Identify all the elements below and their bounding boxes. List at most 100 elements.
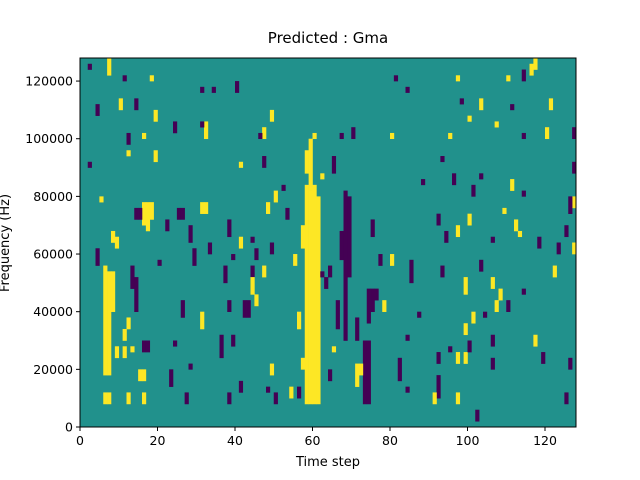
cell [490, 277, 495, 289]
cell [463, 323, 468, 336]
cell [421, 179, 426, 186]
cell [502, 207, 507, 214]
cell [297, 386, 302, 399]
cell [455, 352, 461, 364]
cell [440, 265, 445, 278]
cell [281, 184, 286, 191]
cell [273, 392, 278, 405]
cell [103, 265, 108, 376]
cell [506, 75, 511, 82]
cell [308, 190, 313, 405]
cell [467, 115, 472, 122]
cell [211, 86, 216, 93]
cell [149, 75, 154, 82]
cell [494, 121, 499, 128]
y-tick-label: 120000 [25, 74, 73, 89]
cell [405, 334, 410, 341]
cell [390, 254, 395, 266]
cell [149, 202, 154, 220]
cell [405, 86, 410, 93]
cell [111, 230, 116, 243]
cell [312, 184, 317, 405]
cell [180, 207, 185, 220]
cell [142, 392, 147, 405]
cell [269, 363, 275, 376]
cell [300, 225, 306, 249]
cell [316, 196, 321, 405]
cell [568, 357, 573, 370]
cell [173, 121, 178, 134]
cell [552, 265, 557, 278]
cell [506, 300, 511, 312]
cell [483, 311, 488, 318]
y-tick-label: 100000 [25, 131, 73, 146]
cell [436, 375, 441, 399]
cell [250, 265, 255, 278]
cell [200, 311, 205, 330]
cell [355, 363, 360, 387]
x-tick-label: 40 [227, 433, 243, 448]
cell [471, 311, 476, 324]
cell [347, 196, 352, 278]
cell [351, 127, 356, 140]
cell [324, 277, 329, 289]
cell [293, 254, 298, 266]
cell [134, 207, 139, 220]
cell [331, 156, 337, 174]
cell [397, 357, 402, 382]
cell [455, 75, 461, 82]
cell [107, 58, 112, 76]
cell [200, 121, 205, 128]
cell [114, 346, 120, 359]
cell [370, 288, 375, 312]
y-tick-label: 80000 [33, 189, 73, 204]
y-tick-label: 0 [65, 420, 73, 435]
cell [490, 334, 495, 347]
cell [521, 132, 526, 140]
cell [250, 277, 255, 295]
cell [455, 225, 461, 238]
cell [238, 236, 244, 249]
cell [339, 132, 344, 140]
cell [289, 386, 294, 399]
cell [107, 392, 112, 405]
cell [572, 242, 577, 255]
cell [254, 294, 259, 307]
cell [510, 179, 515, 191]
cell [300, 357, 306, 370]
cell [339, 230, 344, 261]
cell [463, 352, 468, 364]
cell [122, 75, 127, 82]
cell [207, 242, 213, 255]
x-tick-label: 80 [382, 433, 398, 448]
cell [246, 300, 251, 318]
cell [238, 380, 244, 393]
cell [510, 104, 515, 111]
cell [200, 86, 205, 93]
cell [304, 184, 309, 405]
cell [87, 63, 92, 70]
cell [176, 207, 182, 220]
cell [188, 363, 193, 370]
cell [188, 225, 193, 243]
cell [564, 225, 569, 238]
cell [142, 132, 147, 140]
cell [521, 69, 526, 82]
cell [335, 300, 340, 330]
cell [238, 161, 244, 168]
cell [126, 317, 131, 330]
cell [498, 288, 503, 301]
cell [378, 254, 383, 266]
cell [107, 271, 112, 376]
cell [393, 75, 399, 82]
cell [231, 254, 236, 261]
cell [479, 98, 484, 111]
plot-frame [79, 57, 577, 428]
cell [111, 271, 116, 312]
cell [417, 311, 422, 318]
cell [254, 248, 259, 261]
cell [134, 98, 139, 111]
cell [262, 127, 267, 140]
x-tick-label: 60 [305, 433, 321, 448]
cell [192, 248, 197, 266]
